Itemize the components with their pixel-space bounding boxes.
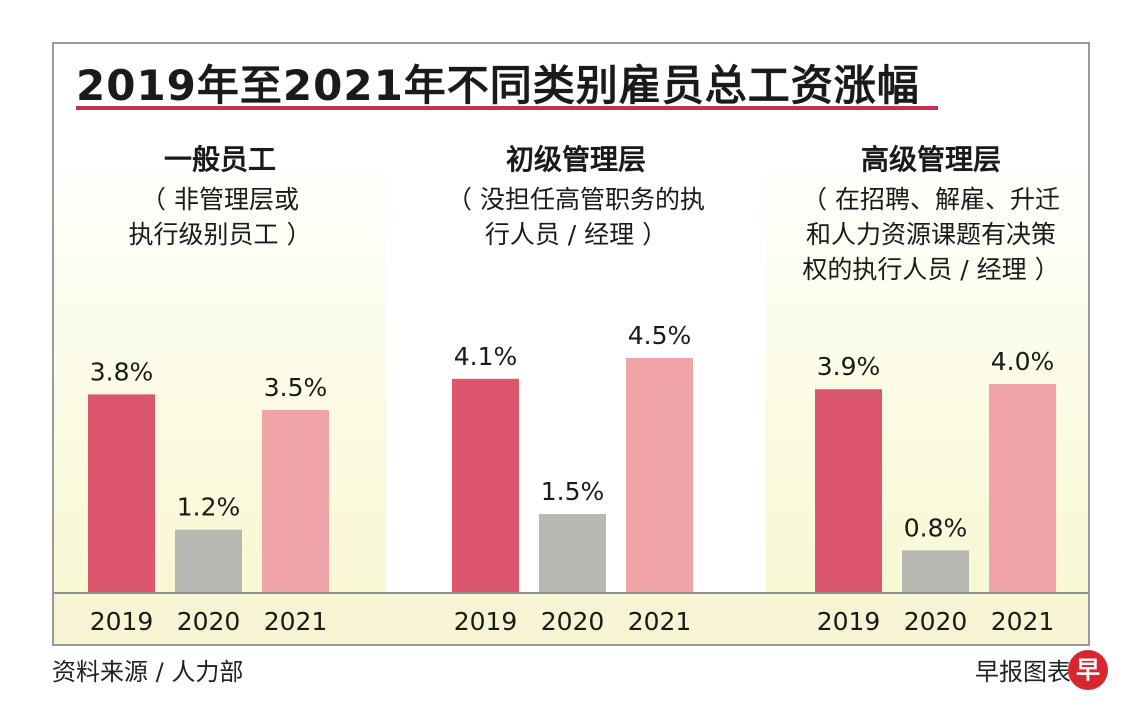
panel-title-junior: 初级管理层	[505, 143, 646, 176]
bar-senior-2019	[815, 389, 882, 592]
bar-junior-2020	[539, 514, 606, 592]
x-tick-junior-2021: 2021	[628, 607, 692, 636]
x-tick-senior-2019: 2019	[817, 607, 881, 636]
zaobao-logo: 早	[1068, 650, 1108, 690]
x-tick-junior-2020: 2020	[541, 607, 605, 636]
panel-title-senior: 高级管理层	[860, 143, 1001, 176]
bar-general-2021	[262, 410, 329, 592]
x-tick-senior-2020: 2020	[904, 607, 968, 636]
bar-senior-2020	[902, 550, 969, 592]
panel-title-general: 一般员工	[163, 143, 276, 176]
x-tick-junior-2019: 2019	[454, 607, 518, 636]
data-label-junior-2020: 1.5%	[541, 477, 605, 506]
x-tick-general-2021: 2021	[264, 607, 328, 636]
panel-subtitle-junior: （ 没担任高管职务的执 行人员 / 经理 ）	[447, 185, 705, 249]
bar-junior-2019	[452, 378, 519, 592]
data-label-general-2019: 3.8%	[90, 357, 154, 386]
bar-junior-2021	[626, 358, 693, 592]
credit-note: 早报图表	[975, 658, 1071, 686]
data-label-senior-2019: 3.9%	[817, 352, 881, 381]
bar-senior-2021	[989, 384, 1056, 592]
x-tick-general-2019: 2019	[90, 607, 154, 636]
chart-title: 2019年至2021年不同类别雇员总工资涨幅	[76, 61, 920, 110]
title-underline	[76, 106, 938, 110]
bar-chart: 3.8% 2019 1.2% 2020 3.5% 2021 4.1% 2019 1.5% 2020…	[88, 321, 1056, 636]
chart-frame: 2019年至2021年不同类别雇员总工资涨幅 一般员工 （ 非管理层或 执行级别…	[52, 42, 1090, 646]
x-axis-band	[54, 592, 1088, 644]
x-tick-general-2020: 2020	[177, 607, 241, 636]
data-label-senior-2021: 4.0%	[991, 347, 1055, 376]
panel-subtitle-general: （ 非管理层或 执行级别员工 ）	[128, 185, 312, 249]
data-label-junior-2019: 4.1%	[454, 342, 518, 371]
panel-subtitle-senior: （ 在招聘、解雇、升迁 和人力资源课题有决策 权的执行人员 / 经理 ）	[802, 185, 1060, 284]
data-label-junior-2021: 4.5%	[628, 321, 692, 350]
data-label-senior-2020: 0.8%	[904, 513, 968, 542]
bar-general-2020	[175, 529, 242, 592]
data-label-general-2021: 3.5%	[264, 373, 328, 402]
source-note: 资料来源 / 人力部	[52, 658, 244, 686]
data-label-general-2020: 1.2%	[177, 493, 241, 522]
x-tick-senior-2021: 2021	[991, 607, 1055, 636]
bar-general-2019	[88, 394, 155, 592]
